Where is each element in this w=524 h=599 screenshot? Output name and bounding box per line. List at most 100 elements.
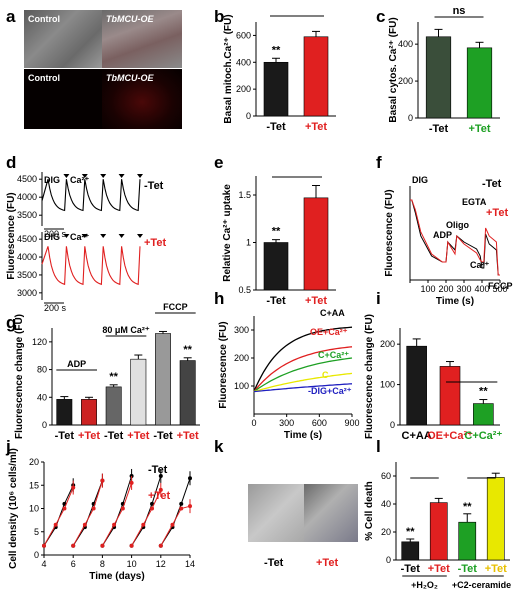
panel-h-series-line <box>253 383 353 393</box>
panel-h-x-tick-label: 0 <box>251 418 256 428</box>
panel-f-x-tick-label: 400 <box>474 284 489 294</box>
panel-f-legend-minus-tet: -Tet <box>482 178 502 190</box>
panel-c-y-tick-label: 0 <box>408 113 413 123</box>
panel-g-bar <box>56 399 73 426</box>
panel-c-y-tick-label: 200 <box>398 76 413 86</box>
panel-l-bar <box>486 477 505 561</box>
panel-h-series-label: C+AA <box>320 308 345 318</box>
panel-b-bar <box>263 61 289 117</box>
panel-g-y-tick-label: 40 <box>37 392 47 402</box>
panel-h-y-tick-label: 100 <box>234 381 249 391</box>
panel-j-y-tick-label: 5 <box>34 527 39 537</box>
panel-d-trace <box>41 179 141 212</box>
panel-h-series-line <box>253 346 353 393</box>
panel-b-y-tick-label: 600 <box>236 30 251 40</box>
micrograph-label: TbMCU-OE <box>106 73 154 83</box>
panel-k-label-plus-tet: +Tet <box>316 557 338 569</box>
panel-l-significance: ** <box>406 526 415 538</box>
panel-e-bar <box>263 242 289 291</box>
panel-e-y-tick-label: 1 <box>246 238 251 248</box>
panel-l-y-tick-label: 40 <box>381 499 391 509</box>
panel-l-group-label-ceramide: +C2-ceramide <box>452 580 511 590</box>
panel-letter-f: f <box>376 153 382 172</box>
panel-f-ca-label: Ca²⁺ <box>470 260 490 270</box>
panel-h-x-tick-label: 300 <box>279 418 294 428</box>
panel-i-bar <box>439 366 461 426</box>
panel-f-y-axis-label: Fluorescence (FU) <box>384 189 395 276</box>
panel-letter-h: h <box>214 289 224 308</box>
panel-d-y-tick-label: 4000 <box>17 252 37 262</box>
panel-h-series-label: C <box>322 370 329 380</box>
micrograph-control-fluor: Control <box>24 69 102 129</box>
panel-i-bar <box>473 403 494 426</box>
panel-l-category-label: +Tet <box>485 563 507 575</box>
micrograph-oe-dic: TbMCU-OE <box>102 10 182 68</box>
panel-d-y-tick-label: 4500 <box>17 234 37 244</box>
panel-g-category-label: -Tet <box>55 430 75 442</box>
panel-d-y-tick-label: 3000 <box>17 288 37 298</box>
panel-c-y-tick-label: 400 <box>398 39 413 49</box>
panel-h-x-tick-label: 600 <box>312 418 327 428</box>
panel-l-bar <box>458 521 477 561</box>
panel-j-data-point <box>82 522 87 527</box>
panel-d-scale-label: 200 s <box>44 303 67 313</box>
panel-d-trace-name: +Tet <box>144 237 166 249</box>
panel-h-series-line <box>253 357 353 393</box>
panel-f-trace-plus-tet <box>410 199 500 276</box>
panel-h-y-axis-label: Fluorescence (FU) <box>218 321 229 408</box>
panel-h-series-label: C+Ca²⁺ <box>318 350 349 360</box>
panel-c-ns-label: ns <box>453 5 466 17</box>
panel-g-category-label: +Tet <box>177 430 199 442</box>
panel-f-dig-label: DIG <box>412 175 428 185</box>
panel-h-series-line <box>253 372 353 393</box>
panel-j-growth-line <box>160 505 191 546</box>
panel-d-dig-label: DIG <box>44 232 60 242</box>
panel-j-data-point <box>100 543 105 548</box>
panel-f-x-tick-label: 200 <box>438 284 453 294</box>
panel-letter-j: j <box>5 437 11 456</box>
panel-j-growth-line <box>72 480 103 546</box>
panel-i-y-tick-label: 200 <box>380 339 395 349</box>
panel-letter-d: d <box>6 153 16 172</box>
panel-d-addition-marker <box>100 174 107 178</box>
panel-d-y-axis-label: Fluorescence (FU) <box>6 192 17 279</box>
panel-d-addition-marker <box>81 174 88 178</box>
micrograph-k-minus-tet <box>248 484 304 542</box>
micrograph-oe-fluor: TbMCU-OE <box>102 69 182 129</box>
panel-letter-g: g <box>6 313 16 332</box>
panel-e-bar <box>303 197 329 291</box>
panel-b-significance: ** <box>272 44 281 56</box>
panel-d-ca-label: Ca²⁺ <box>70 175 90 185</box>
panel-letter-i: i <box>376 289 381 308</box>
panel-j-x-axis-label: Time (days) <box>89 571 144 582</box>
panel-j-data-point <box>112 522 117 527</box>
panel-l-y-tick-label: 20 <box>381 527 391 537</box>
panel-f-adp-label: ADP <box>433 230 452 240</box>
panel-i-y-tick-label: 0 <box>390 420 395 430</box>
micrograph-label: Control <box>28 73 60 83</box>
panel-j-data-point <box>179 501 184 506</box>
panel-letter-k: k <box>214 437 224 456</box>
panel-j-data-point <box>91 506 96 511</box>
panel-g-bar <box>81 399 97 426</box>
panel-b-y-tick-label: 0 <box>246 111 251 121</box>
panel-g-category-label: -Tet <box>104 430 124 442</box>
micrograph-label: Control <box>28 14 60 24</box>
panel-c-category-label: -Tet <box>429 123 449 135</box>
panel-j-x-tick-label: 8 <box>100 559 105 569</box>
panel-j-y-tick-label: 0 <box>34 550 39 560</box>
panel-g-y-tick-label: 120 <box>32 337 47 347</box>
panel-d-dig-label: DIG <box>44 175 60 185</box>
panel-e-significance: ** <box>272 226 281 238</box>
panel-j-growth-line <box>101 482 133 546</box>
panel-d-y-tick-label: 4000 <box>17 192 37 202</box>
panel-j-growth-line <box>160 478 191 546</box>
panel-l-significance: ** <box>463 501 472 513</box>
panel-d-y-tick-label: 3500 <box>17 270 37 280</box>
panel-e-category-label: +Tet <box>305 295 327 307</box>
panel-d-addition-marker <box>137 234 143 238</box>
panel-f-oligo-label: Oligo <box>446 220 469 230</box>
micrograph-control-dic: Control <box>24 10 102 68</box>
panel-d-addition-marker <box>100 234 107 238</box>
